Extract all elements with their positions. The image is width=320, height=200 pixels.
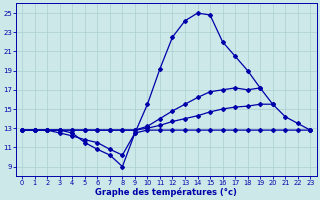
X-axis label: Graphe des températures (°c): Graphe des températures (°c)	[95, 187, 237, 197]
